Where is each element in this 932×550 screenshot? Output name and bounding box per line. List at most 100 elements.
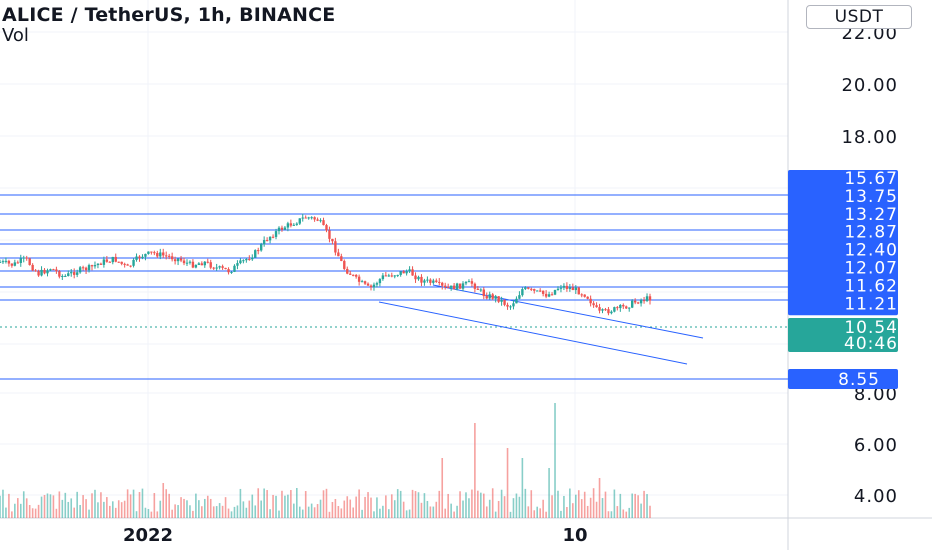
level-tag-label: 13.75 xyxy=(844,187,898,207)
volume-bar xyxy=(649,505,651,518)
candle-body xyxy=(209,262,212,268)
volume-bar xyxy=(506,448,509,518)
volume-bar xyxy=(85,499,87,518)
channel-lower-line xyxy=(378,301,688,365)
candle-body xyxy=(25,257,28,259)
candle-body xyxy=(81,267,85,269)
candle-body xyxy=(473,283,477,289)
candle-body xyxy=(200,263,204,266)
volume-bar xyxy=(417,492,420,518)
candle-body xyxy=(423,280,426,283)
candle-body xyxy=(37,271,40,276)
candle-body xyxy=(22,257,25,259)
volume-bar xyxy=(310,503,313,518)
candle-body xyxy=(482,289,485,297)
candle-body xyxy=(135,256,138,260)
volume-bar xyxy=(239,488,242,518)
candle-body xyxy=(461,283,465,289)
volume-bar xyxy=(242,501,245,518)
channel-upper-line xyxy=(432,284,704,339)
candle-body xyxy=(642,300,646,302)
volume-bar xyxy=(340,508,343,518)
candle-body xyxy=(586,296,589,299)
volume-bar xyxy=(316,504,319,518)
volume-bar xyxy=(195,493,197,518)
candle-body xyxy=(34,270,37,272)
volume-bar xyxy=(103,501,105,518)
volume-bar xyxy=(577,490,580,518)
candle-body xyxy=(441,282,444,286)
candle-body xyxy=(547,294,551,297)
volume-bar xyxy=(337,506,340,518)
volume-bar xyxy=(598,478,601,518)
volume-bar xyxy=(533,510,536,518)
candle-body xyxy=(90,265,94,267)
candle-body xyxy=(476,288,480,290)
price-tick-label: 4.00 xyxy=(854,486,898,507)
volume-bar xyxy=(429,506,432,518)
candle-body xyxy=(156,252,159,257)
volume-bar xyxy=(14,503,16,518)
candle-body xyxy=(304,217,307,219)
candle-body xyxy=(648,296,652,301)
volume-bar xyxy=(477,490,479,518)
volume-bar xyxy=(272,494,274,518)
volume-bar xyxy=(607,511,610,518)
volume-bar xyxy=(55,508,58,518)
candle-body xyxy=(1,261,5,263)
candle-body xyxy=(536,290,539,292)
volume-bar xyxy=(257,488,260,518)
volume-bar xyxy=(293,503,295,518)
volume-bar xyxy=(215,506,218,518)
volume-bar xyxy=(539,508,541,518)
volume-bar xyxy=(560,510,562,518)
candle-body xyxy=(559,287,563,289)
candle-body xyxy=(310,217,313,219)
trend-channel xyxy=(378,284,704,365)
candle-body xyxy=(67,273,70,276)
candle-body xyxy=(280,227,284,230)
volume-bar xyxy=(97,502,99,518)
volume-bar xyxy=(171,509,173,518)
candle-body xyxy=(512,303,515,307)
candle-body xyxy=(387,275,391,277)
volume-bar xyxy=(414,491,417,518)
volume-bar xyxy=(212,506,215,518)
candle-body xyxy=(628,307,631,309)
currency-selector[interactable]: USDT xyxy=(806,5,912,29)
candlesticks xyxy=(0,213,652,316)
candle-body xyxy=(132,259,135,266)
candle-body xyxy=(571,287,575,291)
volume-bar xyxy=(126,489,129,518)
volume-bar xyxy=(361,509,363,518)
candle-body xyxy=(212,267,215,269)
candle-body xyxy=(420,276,423,283)
volume-bar xyxy=(203,498,206,518)
volume-bar xyxy=(254,505,257,518)
candle-body xyxy=(289,223,293,226)
candle-body xyxy=(259,244,263,251)
volume-bar xyxy=(82,495,84,518)
candle-body xyxy=(369,285,373,288)
candle-body xyxy=(16,262,20,264)
candle-body xyxy=(470,281,474,284)
candle-body xyxy=(616,307,619,309)
candle-body xyxy=(93,265,97,267)
candle-body xyxy=(562,285,566,288)
candle-body xyxy=(393,275,396,277)
volume-bar xyxy=(616,506,619,518)
volume-bar xyxy=(138,492,141,518)
volume-bar xyxy=(405,510,408,518)
volume-bar xyxy=(447,493,449,518)
volume-bar xyxy=(444,508,447,518)
candle-body xyxy=(105,259,109,262)
volume-bar xyxy=(625,511,628,518)
volume-bar xyxy=(43,494,46,518)
level-tag-block xyxy=(788,170,898,316)
volume-bar xyxy=(488,499,491,518)
volume-bar xyxy=(144,507,147,518)
volume-bar xyxy=(408,509,411,518)
candle-body xyxy=(598,307,601,311)
candle-body xyxy=(607,309,610,314)
